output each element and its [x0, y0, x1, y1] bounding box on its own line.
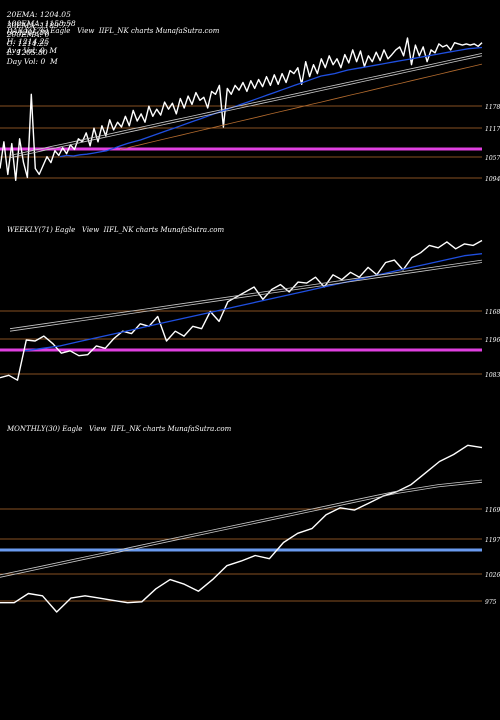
monthly-price-line — [0, 444, 483, 613]
daily-ema-slow-1-line — [9, 53, 483, 156]
header-100ema-value: 1158.58 — [44, 19, 76, 28]
monthly-ema-slow-2-line — [0, 481, 483, 578]
header-20ema-label: 20EMA: — [6, 10, 38, 19]
monthly-band-line — [0, 548, 482, 552]
daily-level-label: 1117 — [485, 126, 500, 133]
weekly-panel-title: WEEKLY(71) Eagle View IIFL_NK charts Mun… — [7, 226, 225, 234]
weekly-level-label: 1168 — [485, 309, 500, 316]
header-30ema-label: 30EMA: — [6, 21, 38, 30]
header-30ema-value: 1189.77 — [39, 21, 71, 30]
weekly-level-label: 1083 — [485, 372, 500, 379]
header-200ema-value: 0 — [44, 30, 50, 39]
chart-header-line-2: 30EMA: 1189.77 200EMA: 0 C: 1214.25 L: 1… — [2, 12, 83, 66]
daily-chart: 1178 1117 1057 1094 — [0, 37, 500, 183]
header-close-value: 1214.25 — [17, 39, 49, 48]
header-day-vol-value: 0 M — [40, 57, 58, 66]
monthly-level-label: 1026 — [485, 572, 500, 579]
chart-header-line-1: 20EMA: 1204.05 100EMA: 1158.58 O: 1205.8… — [2, 1, 88, 55]
header-high-value: 1214.25 — [18, 37, 50, 46]
header-low-value: 1205.80 — [16, 48, 48, 57]
weekly-chart: 1168 1196 1083 — [0, 239, 500, 381]
daily-level-label: 1178 — [485, 104, 500, 111]
weekly-band-line — [0, 348, 482, 352]
daily-band-line — [0, 147, 482, 151]
weekly-ema-slow-2-line — [9, 262, 483, 332]
daily-ema-slow-2-line — [9, 55, 483, 159]
weekly-price-line — [0, 239, 483, 381]
header-close-label: C: — [6, 39, 16, 48]
header-open-value: 1205.80 — [17, 28, 49, 37]
daily-level-trend-line — [119, 63, 483, 150]
daily-level-label: 1057 — [485, 155, 500, 162]
header-high-label: H: — [6, 37, 16, 46]
header-avg-vol-value: 0 M — [39, 46, 58, 55]
monthly-panel-title: MONTHLY(30) Eagle View IIFL_NK charts Mu… — [7, 425, 232, 433]
monthly-level-label: 1169 — [485, 507, 500, 514]
header-open-label: O: — [6, 28, 16, 37]
monthly-ema-slow-1-line — [0, 479, 483, 576]
weekly-ema-slow-1-line — [9, 259, 483, 330]
header-day-vol-label: Day Vol: — [6, 57, 39, 66]
monthly-level-label: 1197 — [485, 537, 500, 544]
daily-level-label: 1094 — [485, 176, 500, 183]
weekly-level-label: 1196 — [485, 337, 500, 344]
daily-ema-fast-line — [59, 46, 483, 158]
header-20ema-value: 1204.05 — [39, 10, 71, 19]
header-low-label: L: — [6, 48, 15, 57]
weekly-ema-fast-line — [24, 253, 483, 352]
monthly-level-label: 975 — [485, 599, 497, 606]
daily-panel-title: DAILY(176) Eagle View IIFL_NK charts Mun… — [7, 27, 220, 35]
header-100ema-label: 100EMA: — [6, 19, 43, 28]
monthly-chart: 1169 1197 1026 975 — [0, 444, 500, 613]
header-200ema-label: 200EMA: — [6, 30, 43, 39]
header-avg-vol-label: Avg Vol: — [6, 46, 38, 55]
